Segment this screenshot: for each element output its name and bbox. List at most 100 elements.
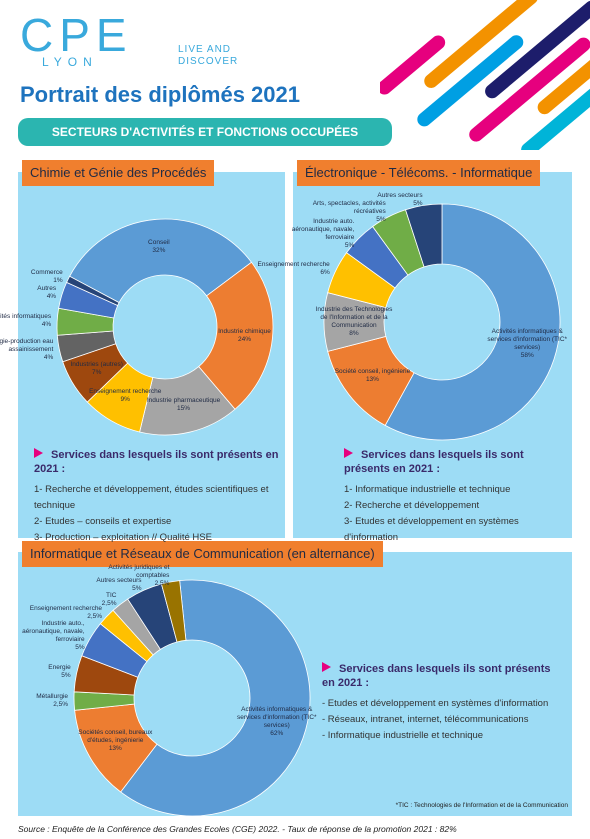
panel-title: Électronique - Télécoms. - Informatique xyxy=(297,160,541,186)
service-item: 1- Recherche et développement, études sc… xyxy=(34,484,269,511)
service-item: 3- Production – exploitation // Qualité … xyxy=(34,532,212,543)
logo-sub: LYON xyxy=(42,55,98,69)
panel-title: Informatique et Réseaux de Communication… xyxy=(22,541,383,567)
slice-name: Conseil xyxy=(148,239,170,247)
banner: SECTEURS D'ACTIVITÉS ET FONCTIONS OCCUPÉ… xyxy=(18,118,392,146)
slice xyxy=(66,275,120,307)
slice-name: Industrie pharmaceutique xyxy=(146,396,221,404)
slice xyxy=(198,261,274,410)
services-heading: Services dans lesquels ils sont présents… xyxy=(34,449,279,475)
service-item: - Etudes et développement en systèmes d'… xyxy=(322,698,549,709)
slice-value: 1% xyxy=(53,276,63,284)
slice-label: Métallurgie 2,5% xyxy=(0,693,68,709)
slice-value: 6% xyxy=(320,269,330,277)
slice-name: Activités juridiques et comptables xyxy=(108,564,170,580)
slice-name: Enseignement recherche xyxy=(29,604,103,612)
slice-name: Energie-production eau assainissement xyxy=(0,337,54,353)
slice-label: Enseignement recherche 9% xyxy=(85,388,165,404)
slice-name: Energie xyxy=(48,664,71,672)
slice-label: Autres 4% xyxy=(0,285,56,301)
slice-value: 58% xyxy=(520,351,534,359)
service-item: 2- Etudes – conseils et expertise xyxy=(34,516,172,527)
logo: CPE xyxy=(20,9,133,61)
service-item: - Informatique industrielle et technique xyxy=(322,730,484,741)
page-title: Portrait des diplômés 2021 xyxy=(20,82,300,107)
slice-name: Industrie auto. aéronautique, navale, fe… xyxy=(291,218,355,242)
services: Services dans lesquels ils sont présents… xyxy=(344,448,566,546)
slice-value: 2,5% xyxy=(101,599,117,607)
slice-name: Arts, spectacles, activités récréatives xyxy=(312,199,386,215)
slice-label: Sociétés conseil, bureaux d'études, ingé… xyxy=(75,729,155,753)
service-item: 2- Recherche et développement xyxy=(344,500,480,511)
slice-label: Autres secteurs 5% xyxy=(62,576,142,593)
slice-name: Activités informatiques & services d'inf… xyxy=(236,705,317,729)
panel-title: Chimie et Génie des Procédés xyxy=(22,160,215,186)
slice-label: Autres secteurs 5% xyxy=(343,192,423,208)
slice-name: Industrie chimique xyxy=(218,327,271,335)
slice-label: Industries (autres) 7% xyxy=(57,361,137,377)
slice-value: 7% xyxy=(92,368,102,376)
slice-name: Autres secteurs xyxy=(96,576,142,584)
services-heading: Services dans lesquels ils sont présents… xyxy=(322,662,562,690)
slice-value: 5% xyxy=(132,584,142,592)
slice-value: 5% xyxy=(344,242,355,250)
footnote: *TIC : Technologies de l'Information et … xyxy=(395,802,568,809)
slice xyxy=(160,580,187,643)
slice-name: Autres xyxy=(37,285,57,293)
slice-label: Activités juridiques et comptables 2,5% xyxy=(89,564,169,588)
services-list: 1- Recherche et développement, études sc… xyxy=(34,482,279,546)
slice-label: Industrie pharmaceutique 15% xyxy=(144,397,224,413)
slice-value: 9% xyxy=(120,396,130,404)
services: Services dans lesquels ils sont présents… xyxy=(322,662,562,744)
slice-value: 2,5% xyxy=(154,580,170,588)
slice-label: Conseil 32% xyxy=(119,239,199,255)
slice-label: Enseignement recherche 2,5% xyxy=(22,605,102,621)
slice-label: Energie 5% xyxy=(0,664,71,680)
slice-name: TIC xyxy=(106,591,117,599)
slice-name: Enseignement recherche xyxy=(257,261,330,269)
slice-label: Industrie auto. aéronautique, navale, fe… xyxy=(274,218,355,250)
slice-value: 5% xyxy=(376,215,386,223)
tagline: LIVE AND DISCOVER xyxy=(178,44,239,67)
slice-value: 4% xyxy=(41,321,52,329)
slice-value: 13% xyxy=(365,375,379,383)
slice-label: Industrie auto., aéronautique, navale, f… xyxy=(5,620,85,652)
slice-value: 4% xyxy=(43,353,54,361)
slice-value: 5% xyxy=(61,672,71,680)
services-heading: Services dans lesquels ils sont présents… xyxy=(344,448,566,476)
slice-name: Industries (autres) xyxy=(70,360,123,368)
source: Source : Enquête de la Conférence des Gr… xyxy=(18,824,457,834)
slice-name: Sociétés conseil, bureaux d'études, ingé… xyxy=(78,729,153,745)
slice-value: 4% xyxy=(46,293,57,301)
slice-value: 8% xyxy=(349,330,359,337)
slice-value: 15% xyxy=(177,404,191,412)
slice-value: 5% xyxy=(413,199,423,207)
decoration xyxy=(380,0,590,150)
slice-value: 5% xyxy=(75,644,85,651)
services-list: - Etudes et développement en systèmes d'… xyxy=(322,696,562,744)
slice-label: Enseignement recherche 6% xyxy=(250,261,330,277)
slice-name: Industrie des Technologies de l'Informat… xyxy=(315,306,393,329)
slice-name: Société conseil, ingénierie xyxy=(334,367,411,375)
slice xyxy=(120,579,311,817)
slice-label: Commerce 1% xyxy=(0,269,63,285)
slice-value: 2,5% xyxy=(53,701,69,709)
service-item: 3- Etudes et développement en systèmes d… xyxy=(344,516,519,543)
slice-name: Enseignement recherche xyxy=(89,388,162,396)
slice xyxy=(405,203,443,268)
services-list: 1- Informatique industrielle et techniqu… xyxy=(344,482,566,546)
slice xyxy=(384,203,561,441)
service-item: 1- Informatique industrielle et techniqu… xyxy=(344,484,511,495)
slice-label: Arts, spectacles, activités récréatives 5… xyxy=(306,200,386,224)
slice xyxy=(69,218,253,304)
slice-label: Industrie des Technologies de l'Informat… xyxy=(314,306,394,338)
slice-value: 13% xyxy=(108,745,122,753)
slice-value: 24% xyxy=(237,335,251,343)
slice-name: Activités informatiques xyxy=(0,313,52,321)
services: Services dans lesquels ils sont présents… xyxy=(34,448,279,546)
slice-name: Activités informatiques & services d'inf… xyxy=(487,327,568,351)
